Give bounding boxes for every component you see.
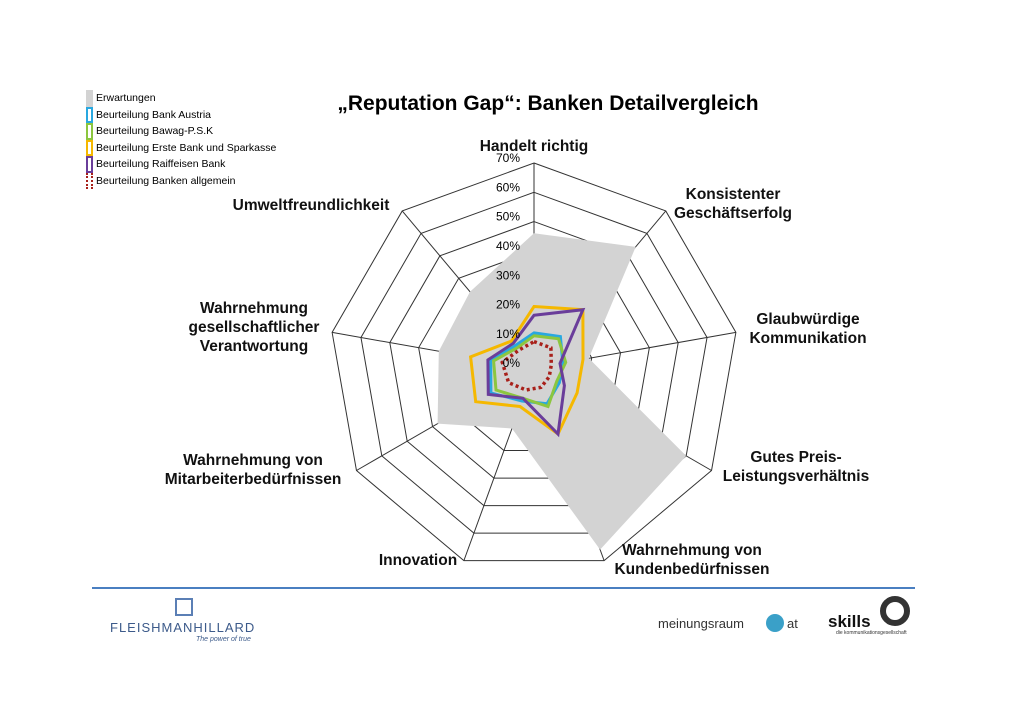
series-line (500, 339, 554, 392)
grid-ring (331, 162, 737, 562)
logo-icon (880, 596, 910, 626)
category-label: Wahrnehmung von Kundenbedürfnissen (614, 542, 770, 578)
legend-swatch (86, 172, 93, 189)
logo-text: at (787, 616, 798, 631)
category-label: Innovation (378, 552, 458, 569)
series-line (492, 334, 568, 409)
legend-swatch (86, 123, 93, 140)
category-label: Glaubwürdige Kommunikation (749, 311, 867, 347)
series-line (468, 304, 585, 437)
category-label: Konsistenter Geschäftserfolg (673, 186, 792, 222)
legend-item: Erwartungen (86, 90, 276, 107)
logo-tagline: die kommunikationsgesellschaft (836, 630, 907, 636)
legend-swatch (86, 106, 93, 123)
legend-swatch (86, 156, 93, 173)
legend-label: Beurteilung Bawag-P.S.K (96, 125, 214, 138)
legend-label: Erwartungen (96, 92, 156, 105)
legend-item: Beurteilung Erste Bank und Sparkasse (86, 139, 277, 156)
tick-label: 50% (496, 210, 520, 224)
category-label: Handelt richtig (479, 138, 589, 155)
series-line (486, 307, 586, 438)
logo-tagline: The power of true (196, 636, 251, 643)
legend-label: Beurteilung Banken allgemein (96, 174, 236, 187)
tick-label: 70% (496, 151, 520, 165)
logo-icon (175, 598, 193, 616)
tick-label: 10% (496, 327, 520, 341)
series-line (437, 233, 687, 550)
tick-label: 40% (496, 239, 520, 253)
chart-title: „Reputation Gap“: Banken Detailvergleich (337, 92, 759, 115)
footer-rule (92, 587, 915, 589)
legend-label: Beurteilung Erste Bank und Sparkasse (96, 141, 277, 154)
tick-label: 0% (503, 356, 521, 370)
category-label: Wahrnehmung gesellschaftlicher Verantwor… (188, 300, 320, 355)
tick-label: 60% (496, 180, 520, 194)
legend-item: Beurteilung Bawag-P.S.K (86, 123, 276, 140)
logo-text: meinungsraum (658, 616, 744, 631)
grid-ring (389, 221, 679, 507)
legend-item: Beurteilung Banken allgemein (86, 172, 276, 189)
tick-label: 30% (496, 268, 520, 282)
grid-ring (418, 250, 650, 479)
category-label: Gutes Preis-Leistungsverhältnis (722, 449, 870, 485)
category-label: Umweltfreundlichkeit (232, 197, 390, 214)
legend: Erwartungen Beurteilung Bank Austria Beurt… (86, 90, 276, 189)
grid-ring (360, 191, 708, 534)
logo-text: skills (828, 612, 871, 631)
logo-icon (766, 614, 784, 632)
category-label: Wahrnehmung von Mitarbeiterbedürfnissen (164, 452, 342, 488)
legend-swatch (86, 90, 93, 107)
legend-item: Beurteilung Raiffeisen Bank (86, 156, 276, 173)
legend-label: Beurteilung Bank Austria (96, 108, 211, 121)
logo-text: FLEISHMANHILLARD (110, 620, 256, 635)
tick-label: 20% (496, 298, 520, 312)
legend-swatch (86, 139, 93, 156)
legend-label: Beurteilung Raiffeisen Bank (96, 158, 226, 171)
legend-item: Beurteilung Bank Austria (86, 106, 276, 123)
